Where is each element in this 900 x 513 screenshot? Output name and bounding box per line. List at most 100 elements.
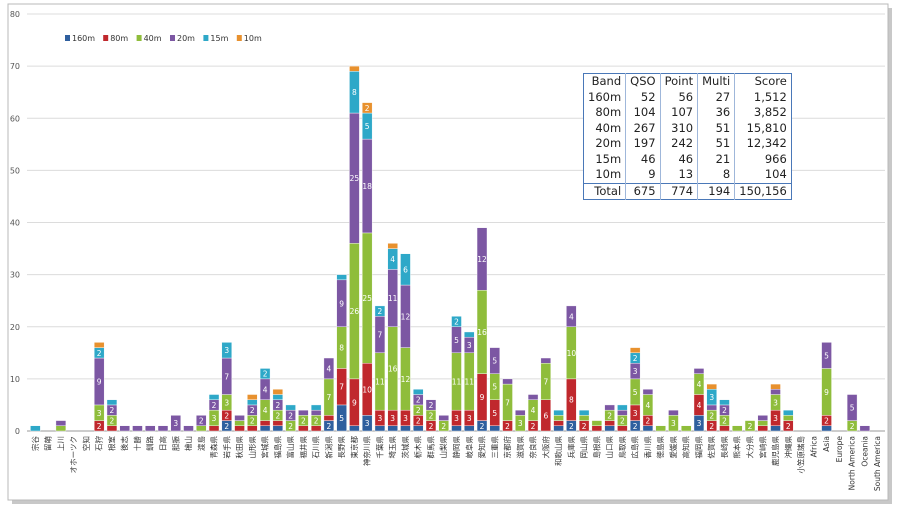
data-label: 7 [378, 331, 383, 340]
bar-segment [604, 425, 615, 432]
bar-segment [170, 415, 181, 432]
bar-segment [413, 389, 424, 395]
y-tick-label: 40 [10, 219, 20, 228]
x-tick-label: 根室 [106, 436, 116, 451]
data-label: 2 [263, 370, 268, 379]
bar-segment [553, 409, 564, 416]
data-label: 2 [429, 422, 434, 431]
bar-segment [438, 415, 449, 421]
data-label: 2 [722, 406, 727, 415]
bar-segment [591, 420, 603, 426]
score-table: Band QSO Point Multi Score 160m 52 56 27 1,512 80m… [583, 73, 792, 200]
bar-segment [247, 425, 258, 432]
data-label: 2 [429, 401, 434, 410]
data-label: 2 [224, 411, 229, 420]
data-label: 2 [365, 104, 370, 113]
y-tick-label: 20 [10, 323, 20, 332]
data-label: 2 [288, 411, 293, 420]
data-label: 2 [722, 417, 727, 426]
table-row: 80m 104 107 36 3,852 [583, 105, 792, 121]
table-cell: 104 [764, 167, 787, 181]
x-tick-label: 山形県 [247, 436, 257, 459]
table-row: 160m 52 56 27 1,512 [583, 89, 792, 105]
bar-segment [387, 425, 398, 432]
x-tick-label: 空知 [81, 436, 91, 451]
data-label: 3 [454, 414, 459, 423]
x-tick-label: North America [848, 436, 857, 490]
bar-segment [272, 425, 284, 432]
data-label: 2 [569, 422, 574, 431]
table-cell: QSO [625, 73, 661, 90]
legend-swatch [136, 35, 142, 41]
x-tick-label: 新潟県 [323, 436, 333, 459]
table-cell: 675 [625, 182, 661, 200]
data-label: 5 [850, 404, 855, 413]
data-label: 16 [477, 328, 487, 337]
table-cell: 20m [583, 136, 627, 152]
data-label: 2 [97, 349, 102, 358]
bar-segment [310, 409, 322, 416]
table-cell: 15,810 [746, 120, 787, 135]
bar-segment [591, 425, 603, 432]
bar-segment [604, 420, 615, 426]
bar-segment [706, 383, 717, 390]
bar-segment [323, 415, 335, 421]
data-label: 7 [326, 393, 331, 402]
bar-segment [94, 342, 105, 348]
data-label: 2 [416, 417, 421, 426]
data-label: 3 [224, 398, 229, 407]
bar-segment [770, 389, 781, 395]
bar-segment [221, 342, 232, 359]
data-label: 7 [339, 383, 344, 392]
legend-swatch [203, 35, 209, 41]
table-cell: 36 [697, 105, 736, 121]
bar-segment [642, 389, 654, 395]
data-label: 2 [110, 417, 115, 426]
bar-segment [859, 425, 871, 432]
y-tick-label: 80 [10, 10, 20, 19]
data-label: 2 [288, 422, 293, 431]
table-cell: 197 [625, 136, 661, 152]
bar-segment [272, 420, 284, 426]
data-label: 4 [326, 364, 331, 373]
data-label: 11 [388, 294, 398, 303]
bar-segment [451, 316, 462, 327]
y-tick-label: 0 [15, 427, 20, 436]
table-cell: 46 [660, 151, 699, 167]
bar-segment [502, 378, 513, 385]
bar-segment [196, 425, 207, 432]
x-tick-label: 日高 [157, 436, 167, 451]
table-cell: 15m [583, 151, 627, 167]
bar-segment [425, 399, 437, 411]
table-cell: 774 [660, 182, 699, 200]
legend-swatch [103, 35, 109, 41]
bar-segment [464, 425, 475, 432]
bar-segment [629, 347, 641, 354]
bar-segment [719, 425, 730, 432]
data-label: 5 [339, 414, 344, 423]
bar-segment [821, 425, 832, 432]
x-tick-label: 石狩 [94, 436, 104, 451]
data-label: 3 [97, 409, 102, 418]
bar-segment [234, 420, 245, 426]
bar-segment [106, 425, 118, 432]
data-label: 11 [452, 377, 462, 386]
x-tick-label: 鹿児島県 [770, 436, 780, 466]
x-tick-label: 静岡県 [451, 436, 461, 459]
table-row: 15m 46 46 21 966 [583, 151, 792, 167]
x-tick-label: 栃木県 [413, 436, 423, 459]
data-label: 8 [352, 88, 357, 97]
data-label: 9 [339, 299, 344, 308]
bar-segment [285, 404, 296, 411]
table-cell: 310 [660, 120, 699, 136]
bar-segment [374, 305, 386, 317]
data-label: 11 [375, 377, 385, 386]
table-cell: 80m [583, 105, 627, 121]
bar-segment [464, 331, 475, 338]
data-label: 5 [492, 409, 497, 418]
bar-segment [770, 425, 781, 432]
data-label: 9 [352, 398, 357, 407]
bar-segment [310, 404, 322, 411]
x-tick-label: 岩手県 [221, 436, 231, 459]
table-row: 20m 197 242 51 12,342 [583, 136, 792, 152]
